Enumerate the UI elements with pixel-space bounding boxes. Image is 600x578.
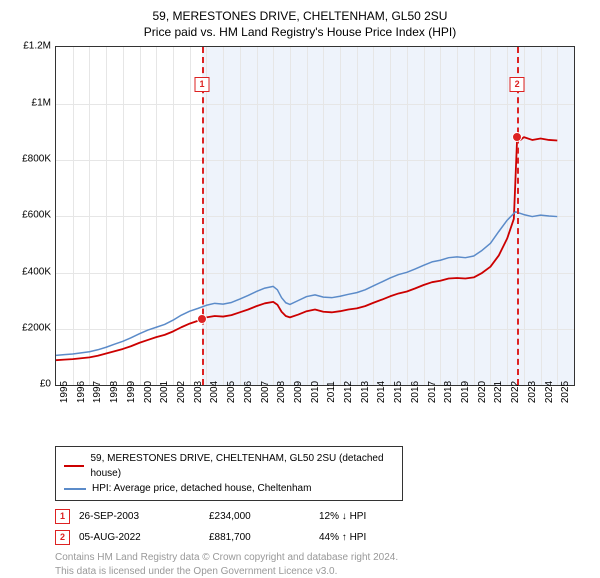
y-axis-label: £400K <box>22 266 51 277</box>
sale-marker-badge: 2 <box>510 77 525 92</box>
sale-marker-badge: 1 <box>195 77 210 92</box>
plot-region: 12 <box>55 46 575 386</box>
legend-item: 59, MERESTONES DRIVE, CHELTENHAM, GL50 2… <box>64 451 394 481</box>
chart-container: 59, MERESTONES DRIVE, CHELTENHAM, GL50 2… <box>0 0 600 560</box>
y-axis-label: £1.2M <box>23 41 51 52</box>
footer-attribution: Contains HM Land Registry data © Crown c… <box>55 551 590 578</box>
y-axis-label: £600K <box>22 210 51 221</box>
legend-item: HPI: Average price, detached house, Chel… <box>64 481 394 496</box>
chart-area: 12 £0£200K£400K£600K£800K£1M£1.2M1995199… <box>15 46 575 416</box>
chart-lines-svg <box>56 47 574 385</box>
sale-row-date: 05-AUG-2022 <box>79 532 209 543</box>
chart-title: 59, MERESTONES DRIVE, CHELTENHAM, GL50 2… <box>10 8 590 40</box>
sale-row: 2 05-AUG-2022£881,70044% ↑ HPI <box>55 530 590 545</box>
legend-label: 59, MERESTONES DRIVE, CHELTENHAM, GL50 2… <box>90 451 394 481</box>
legend-box: 59, MERESTONES DRIVE, CHELTENHAM, GL50 2… <box>55 446 403 501</box>
series-line-price_paid <box>56 137 557 361</box>
sale-row-date: 26-SEP-2003 <box>79 511 209 522</box>
title-line-2: Price paid vs. HM Land Registry's House … <box>10 24 590 40</box>
title-line-1: 59, MERESTONES DRIVE, CHELTENHAM, GL50 2… <box>10 8 590 24</box>
legend-label: HPI: Average price, detached house, Chel… <box>92 481 311 496</box>
sale-marker-dot <box>197 314 207 324</box>
footer-line-1: Contains HM Land Registry data © Crown c… <box>55 551 590 565</box>
sales-table: 1 26-SEP-2003£234,00012% ↓ HPI 2 05-AUG-202… <box>55 509 590 545</box>
y-axis-label: £0 <box>40 379 51 390</box>
sale-row-badge: 1 <box>55 509 70 524</box>
y-axis-label: £200K <box>22 323 51 334</box>
footer-line-2: This data is licensed under the Open Gov… <box>55 565 590 578</box>
legend-swatch <box>64 488 86 490</box>
sale-marker-dot <box>512 132 522 142</box>
series-line-hpi <box>56 212 557 356</box>
sale-marker-line <box>202 47 204 385</box>
y-axis-label: £800K <box>22 154 51 165</box>
legend-swatch <box>64 465 84 467</box>
y-axis-label: £1M <box>32 97 51 108</box>
sale-row-price: £234,000 <box>209 511 319 522</box>
sale-marker-line <box>517 47 519 385</box>
sale-row-delta: 44% ↑ HPI <box>319 532 439 543</box>
sale-row: 1 26-SEP-2003£234,00012% ↓ HPI <box>55 509 590 524</box>
sale-row-price: £881,700 <box>209 532 319 543</box>
sale-row-delta: 12% ↓ HPI <box>319 511 439 522</box>
sale-row-badge: 2 <box>55 530 70 545</box>
